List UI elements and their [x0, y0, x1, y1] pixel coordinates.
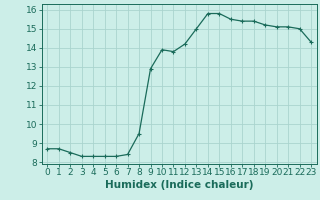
X-axis label: Humidex (Indice chaleur): Humidex (Indice chaleur)	[105, 180, 253, 190]
